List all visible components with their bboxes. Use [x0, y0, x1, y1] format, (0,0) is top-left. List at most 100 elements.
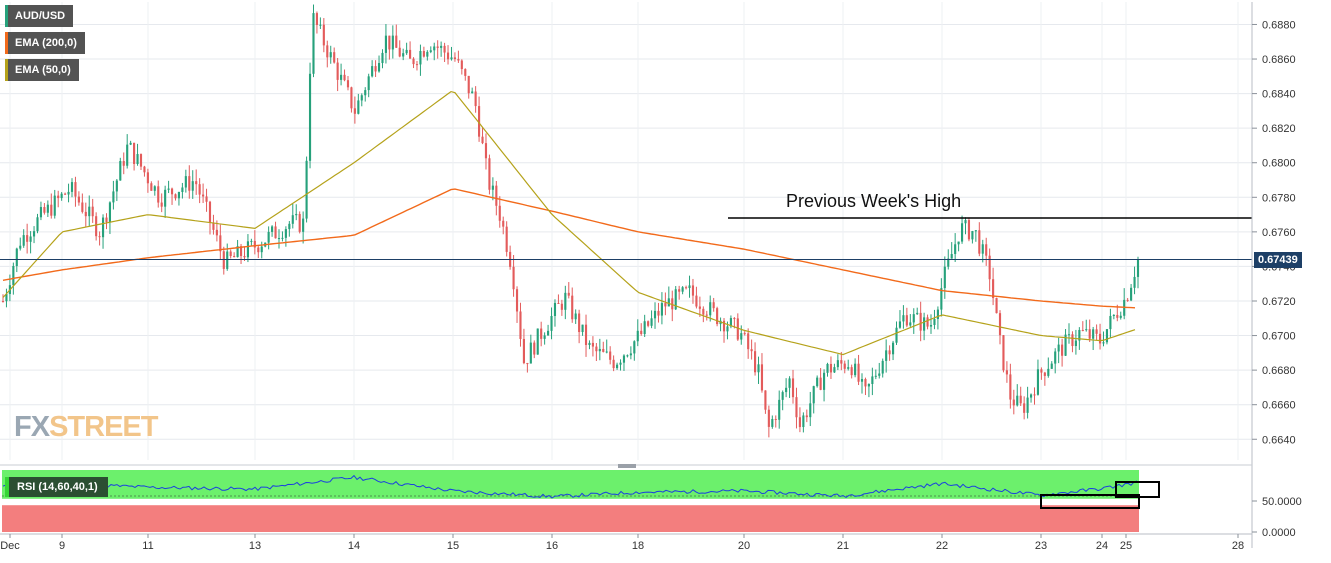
candle-body-190 — [657, 310, 660, 316]
candle-body-146 — [505, 226, 508, 252]
price-tick-label-4: 0.6720 — [1262, 296, 1296, 308]
candle-body-57 — [198, 184, 201, 195]
candle-body-221 — [764, 390, 767, 410]
candle-42 — [146, 168, 149, 193]
time-tick-label-4: 14 — [348, 540, 360, 552]
candle-110 — [381, 49, 384, 69]
candle-body-50 — [174, 194, 177, 199]
candle-body-15 — [53, 195, 56, 216]
candle-body-162 — [560, 303, 563, 310]
legend-rsi[interactable]: RSI (14,60,40,1) — [5, 477, 108, 497]
candle-124 — [429, 46, 432, 54]
candle-127 — [440, 41, 443, 57]
candle-body-301 — [1040, 369, 1043, 373]
candle-body-29 — [101, 217, 105, 238]
candle-222 — [767, 405, 770, 438]
candle-70 — [243, 247, 246, 261]
candle-64 — [222, 246, 225, 275]
candle-body-10 — [36, 217, 39, 232]
candle-body-52 — [181, 187, 184, 193]
candle-104 — [360, 93, 363, 107]
time-tick-label-0: Dec — [0, 540, 20, 552]
candle-318 — [1098, 323, 1102, 350]
candle-body-8 — [29, 236, 32, 242]
candle-200 — [691, 278, 695, 304]
candle-body-180 — [622, 355, 626, 363]
candle-body-266 — [919, 312, 922, 331]
candle-body-82 — [284, 229, 287, 238]
candle-body-23 — [81, 202, 84, 212]
candle-body-236 — [816, 377, 819, 387]
candle-body-51 — [177, 192, 181, 199]
candle-body-94 — [326, 45, 329, 58]
candle-66 — [229, 249, 232, 259]
candle-body-177 — [612, 359, 615, 369]
candle-body-70 — [243, 256, 246, 258]
legend-ema200[interactable]: EMA (200,0) — [5, 32, 85, 54]
time-tick-label-9: 21 — [837, 540, 849, 552]
candle-47 — [164, 185, 167, 218]
candle-10 — [36, 213, 39, 234]
candle-body-179 — [619, 362, 622, 365]
candle-134 — [464, 68, 467, 81]
candle-131 — [453, 52, 456, 62]
previous-week-high-annotation: Previous Week's High — [0, 191, 1252, 261]
candle-263 — [909, 314, 912, 327]
candle-287 — [992, 267, 995, 306]
candle-311 — [1074, 329, 1077, 355]
candle-273 — [943, 256, 946, 299]
candle-body-207 — [716, 308, 719, 325]
candle-29 — [101, 214, 105, 249]
time-tick-label-2: 11 — [142, 540, 153, 552]
candle-167 — [578, 309, 581, 344]
candle-body-137 — [474, 91, 477, 107]
candle-322 — [1112, 314, 1115, 320]
candle-body-251 — [867, 383, 870, 387]
candle-body-228 — [788, 378, 791, 388]
fxstreet-logo: FXSTREET — [14, 411, 158, 444]
time-tick-label-8: 20 — [738, 540, 750, 552]
candle-body-102 — [353, 108, 356, 114]
candle-267 — [923, 312, 926, 341]
candle-187 — [647, 320, 650, 328]
candle-81 — [281, 231, 284, 242]
legend-ema50[interactable]: EMA (50,0) — [5, 59, 79, 81]
candle-body-39 — [136, 154, 139, 164]
candle-261 — [902, 305, 905, 329]
candle-body-119 — [412, 58, 415, 65]
candle-body-84 — [291, 215, 294, 224]
candle-body-286 — [988, 255, 991, 280]
candle-body-46 — [160, 202, 163, 207]
candle-body-108 — [374, 66, 377, 72]
candle-body-37 — [129, 142, 132, 145]
candle-68 — [236, 239, 239, 258]
candle-205 — [709, 295, 712, 322]
candle-140 — [484, 133, 488, 170]
candle-138 — [478, 96, 481, 142]
candle-224 — [774, 415, 777, 428]
panel-resize-handle[interactable] — [618, 464, 636, 468]
price-tick-label-2: 0.6680 — [1262, 365, 1296, 377]
candle-115 — [398, 40, 401, 58]
candle-body-31 — [108, 202, 112, 223]
price-tick-label-6: 0.6760 — [1262, 227, 1296, 239]
candle-132 — [457, 50, 460, 63]
candle-body-234 — [809, 403, 812, 418]
legend-symbol[interactable]: AUD/USD — [5, 5, 74, 27]
candle-157 — [543, 332, 546, 345]
candle-body-268 — [926, 317, 929, 327]
candle-body-89 — [308, 73, 312, 161]
candle-body-48 — [167, 188, 170, 190]
ema50-line — [2, 90, 1136, 356]
candle-159 — [550, 307, 553, 340]
candle-280 — [967, 217, 971, 242]
price-tick-label-1: 0.6660 — [1262, 400, 1296, 412]
candle-body-223 — [771, 419, 774, 427]
candle-202 — [698, 296, 701, 317]
candle-body-294 — [1016, 395, 1019, 406]
candle-body-130 — [450, 57, 453, 60]
candle-body-224 — [774, 419, 777, 421]
candle-116 — [402, 48, 405, 61]
candle-133 — [460, 59, 463, 75]
